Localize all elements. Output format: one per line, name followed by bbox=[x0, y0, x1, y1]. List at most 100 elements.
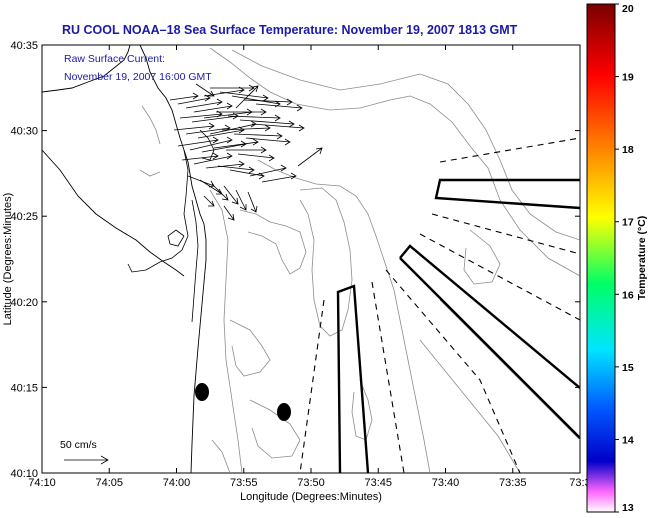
current-arrow bbox=[177, 136, 219, 147]
colorbar-tick-label: 13 bbox=[622, 502, 634, 514]
colorbar bbox=[586, 3, 616, 513]
contour-line bbox=[209, 47, 580, 277]
current-arrow bbox=[261, 172, 297, 183]
contour-line bbox=[419, 339, 521, 473]
y-axis-ticks: 40:35 40:30 40:25 40:20 40:15 40:10 bbox=[10, 40, 580, 480]
current-arrow bbox=[249, 164, 287, 177]
current-arrow bbox=[193, 102, 233, 113]
y-tick-label: 40:25 bbox=[10, 211, 38, 223]
map-layer bbox=[42, 45, 580, 473]
current-arrow bbox=[251, 123, 305, 132]
current-arrow bbox=[237, 153, 275, 162]
current-arrow bbox=[209, 120, 257, 135]
contour-line bbox=[211, 439, 231, 473]
current-arrow bbox=[189, 136, 233, 151]
dashed-transect bbox=[385, 269, 521, 473]
plot-frame bbox=[41, 44, 581, 474]
barrier-spit bbox=[191, 199, 199, 323]
current-arrow bbox=[245, 137, 291, 146]
subtitle-line-2: November 19, 2007 16:00 GMT bbox=[64, 71, 212, 83]
scale-label: 50 cm/s bbox=[60, 439, 97, 451]
dashed-transect bbox=[419, 233, 580, 321]
dashed-transect bbox=[439, 137, 580, 163]
colorbar-tick-label: 19 bbox=[622, 72, 634, 84]
current-arrow bbox=[223, 205, 235, 221]
bathymetry-contours bbox=[139, 47, 580, 473]
dashed-transect bbox=[299, 299, 325, 473]
contour-line bbox=[209, 189, 243, 473]
figure-title: RU COOL NOAA–18 Sea Surface Temperature:… bbox=[62, 23, 518, 37]
current-arrow bbox=[227, 114, 281, 122]
dashed-transects bbox=[299, 137, 580, 473]
y-tick-label: 40:15 bbox=[10, 382, 38, 394]
sampling-box-south bbox=[336, 284, 370, 473]
current-arrow bbox=[235, 85, 259, 109]
current-arrow bbox=[216, 108, 267, 116]
current-arrow bbox=[205, 160, 245, 169]
colorbar-tick-label: 18 bbox=[622, 144, 634, 156]
dashed-transect bbox=[431, 213, 580, 255]
colorbar-tick-label: 15 bbox=[622, 362, 634, 374]
contour-line bbox=[249, 399, 301, 459]
current-arrow bbox=[255, 103, 303, 112]
x-tick-label: 73:40 bbox=[432, 477, 460, 489]
current-arrow bbox=[193, 152, 233, 165]
y-tick-label: 40:10 bbox=[10, 468, 38, 480]
contour-line bbox=[439, 299, 580, 441]
contour-line bbox=[229, 319, 271, 377]
contour-line bbox=[139, 105, 161, 177]
current-arrow bbox=[297, 147, 323, 167]
current-arrow bbox=[185, 98, 223, 109]
x-tick-label: 73:35 bbox=[499, 477, 527, 489]
current-arrow bbox=[239, 119, 295, 128]
y-tick-label: 40:35 bbox=[10, 40, 38, 52]
sampling-boxes bbox=[336, 178, 580, 473]
x-tick-label: 74:05 bbox=[95, 477, 123, 489]
current-arrow bbox=[219, 91, 269, 102]
current-arrow bbox=[221, 124, 271, 132]
current-arrow bbox=[243, 98, 293, 106]
sampling-box-diagonal bbox=[399, 244, 580, 439]
current-arrow bbox=[181, 152, 219, 161]
x-tick-label: 73:50 bbox=[297, 477, 325, 489]
coastline bbox=[42, 45, 207, 473]
sampling-box-east bbox=[434, 178, 580, 210]
y-tick-label: 40:20 bbox=[10, 297, 38, 309]
current-arrow bbox=[195, 83, 215, 97]
current-arrow bbox=[211, 183, 229, 201]
y-tick-label: 40:30 bbox=[10, 126, 38, 138]
current-arrow bbox=[226, 146, 267, 154]
contour-line bbox=[239, 209, 307, 275]
current-arrow bbox=[173, 122, 215, 131]
subtitle-line-1: Raw Surface Current: bbox=[64, 53, 165, 65]
current-arrow bbox=[223, 185, 239, 205]
contour-line bbox=[231, 49, 580, 241]
current-vectors bbox=[169, 83, 323, 221]
x-axis-ticks: 74:10 74:05 74:00 73:55 73:50 73:45 73:40 73:35… bbox=[28, 45, 591, 489]
current-arrow bbox=[210, 84, 255, 92]
colorbar-tick-label: 14 bbox=[622, 434, 634, 446]
x-tick-label: 73:55 bbox=[230, 477, 258, 489]
contour-line bbox=[299, 187, 353, 337]
current-arrow bbox=[169, 92, 199, 101]
x-tick-label: 73:45 bbox=[364, 477, 392, 489]
current-arrow bbox=[217, 165, 255, 174]
station-marker bbox=[277, 403, 291, 421]
x-tick-label: 74:10 bbox=[28, 477, 56, 489]
contour-line bbox=[463, 229, 501, 285]
colorbar-tick-label: 16 bbox=[622, 289, 634, 301]
current-arrow bbox=[233, 132, 283, 140]
current-arrow bbox=[213, 138, 259, 149]
x-tick-label: 73:3 bbox=[569, 477, 590, 489]
x-axis-label: Longitude (Degrees:Minutes) bbox=[240, 491, 382, 503]
current-arrow bbox=[203, 195, 215, 207]
colorbar-tick-label: 17 bbox=[622, 217, 634, 229]
y-axis-label: Latitude (Degrees:Minutes) bbox=[2, 193, 14, 326]
x-tick-label: 74:00 bbox=[163, 477, 191, 489]
current-arrow bbox=[197, 126, 245, 139]
contour-line bbox=[257, 159, 431, 473]
current-arrow bbox=[247, 191, 258, 213]
scale-arrow bbox=[64, 455, 109, 465]
current-arrow bbox=[235, 189, 247, 211]
